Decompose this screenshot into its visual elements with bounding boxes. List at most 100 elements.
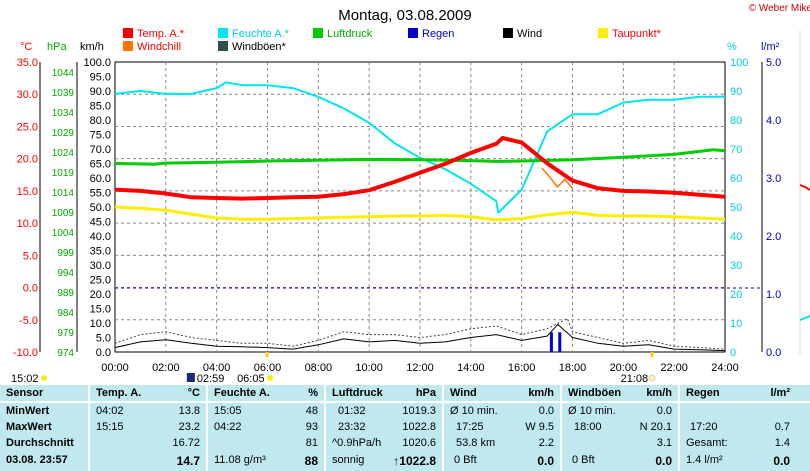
gust-beaufort: 0 Bft bbox=[572, 454, 595, 466]
pressure-avg-value: 1020.6 bbox=[402, 437, 436, 449]
legend-label: Taupunkt* bbox=[612, 28, 662, 40]
header-pressure: Luftdruck bbox=[332, 387, 383, 399]
wind-tick-label: 70.0 bbox=[90, 144, 111, 156]
legend-label: Regen bbox=[422, 28, 454, 40]
legend-label: Temp. A.* bbox=[137, 28, 185, 40]
pressure-forecast: sonnig bbox=[332, 454, 365, 466]
humidity-max-value: 93 bbox=[305, 421, 318, 433]
pressure-min-value: 1019.3 bbox=[402, 405, 436, 417]
table-column-divider bbox=[206, 385, 208, 471]
pressure-tick-label: 1024 bbox=[52, 148, 75, 159]
gust-avg-value-2: 3.1 bbox=[656, 437, 672, 449]
temp-tick-label: 30.0 bbox=[17, 89, 38, 101]
wind-tick-label: 45.0 bbox=[90, 217, 111, 229]
legend-label: Feuchte A.* bbox=[232, 28, 290, 40]
humidity-tick-label: 50 bbox=[730, 202, 742, 214]
humidity-avg-value: 81 bbox=[305, 437, 318, 449]
row-label-min: MinWert bbox=[6, 405, 50, 417]
humidity-min-time: 15:05 bbox=[214, 405, 242, 417]
header-sensor: Sensor bbox=[6, 387, 44, 399]
rain-current-value: 0.0 bbox=[773, 454, 790, 468]
temp-max-time: 15:15 bbox=[96, 421, 124, 433]
temperature-line bbox=[114, 136, 726, 201]
pressure-tick-label: 1014 bbox=[52, 188, 75, 199]
pressure-tick-label: 1039 bbox=[52, 88, 75, 99]
rain-tick-label: 3.0 bbox=[766, 173, 781, 185]
wind-tick-label: 100.0 bbox=[83, 57, 111, 69]
x-tick-label: 00:00 bbox=[101, 362, 129, 374]
wind-tick-label: 5.0 bbox=[96, 333, 111, 345]
temp-current-value: 14.7 bbox=[176, 454, 200, 468]
row-label-max: MaxWert bbox=[6, 421, 52, 433]
humidity-tick-label: 60 bbox=[730, 173, 742, 185]
rain-tick-label: 5.0 bbox=[766, 57, 781, 69]
dewpoint-line bbox=[114, 205, 726, 222]
wind-tick-label: 60.0 bbox=[90, 173, 111, 185]
legend-swatch bbox=[598, 28, 608, 38]
header-temp-unit: °C bbox=[187, 387, 200, 399]
humidity-tick-label: 70 bbox=[730, 144, 742, 156]
rain-max-time: 17:20 bbox=[690, 421, 718, 433]
gust-max-time: 18:00 bbox=[574, 421, 602, 433]
header-pressure-unit: hPa bbox=[415, 387, 436, 399]
wind-line bbox=[114, 323, 726, 352]
moonphase-icon bbox=[186, 373, 195, 382]
header-humidity-unit: % bbox=[308, 387, 318, 399]
gust-line bbox=[114, 318, 726, 350]
wind-tick-label: 10.0 bbox=[90, 318, 111, 330]
statistics-table: Sensor Temp. A. °C Feuchte A. % Luftdruc… bbox=[0, 385, 810, 471]
humidity-tick-label: 90 bbox=[730, 86, 742, 98]
x-tick-label: 14:00 bbox=[457, 362, 485, 374]
gust-current-value: 0.0 bbox=[655, 454, 672, 468]
pressure-tick-label: 1009 bbox=[52, 208, 75, 219]
pressure-tick-label: 984 bbox=[57, 308, 74, 319]
humidity-tick-label: 30 bbox=[730, 260, 742, 272]
pressure-tick-label: 1044 bbox=[52, 68, 75, 79]
wind-tick-label: 95.0 bbox=[90, 72, 111, 84]
temp-tick-label: 0.0 bbox=[23, 283, 38, 295]
wind-tick-label: 85.0 bbox=[90, 101, 111, 113]
sun-moon-row: 15:02 02:59 06:05 21:08 bbox=[11, 352, 656, 385]
wind-distance: 53.8 km bbox=[456, 437, 496, 449]
x-tick-label: 04:00 bbox=[203, 362, 231, 374]
temp-tick-label: 25.0 bbox=[17, 121, 38, 133]
rain-rate: 1.4 l/m² bbox=[686, 454, 723, 466]
moon-icon bbox=[41, 375, 47, 381]
rain-bar bbox=[558, 332, 562, 352]
temp-avg-value: 16.72 bbox=[172, 437, 200, 449]
humidity-min-value: 48 bbox=[305, 405, 318, 417]
header-gust: Windböen bbox=[568, 387, 622, 399]
sunset-icon bbox=[648, 374, 656, 382]
wind-tick-label: 80.0 bbox=[90, 115, 111, 127]
humidity-max-time: 04:22 bbox=[214, 421, 242, 433]
wind-tick-label: 35.0 bbox=[90, 246, 111, 258]
temp-tick-label: 20.0 bbox=[17, 154, 38, 166]
rain-tick-label: 2.0 bbox=[766, 231, 781, 243]
pressure-trend: ^0.9hPa/h bbox=[332, 437, 382, 449]
wind-tick-label: 25.0 bbox=[90, 275, 111, 287]
pressure-tick-label: 1004 bbox=[52, 228, 75, 239]
pressure-line bbox=[114, 148, 726, 166]
header-temp: Temp. A. bbox=[96, 387, 142, 399]
windchill-line bbox=[541, 167, 574, 189]
humidity-absolute: 11.08 g/m³ bbox=[214, 454, 266, 466]
legend: Temp. A.* Feuchte A.* Luftdruck Regen Wind Ta… bbox=[123, 28, 662, 53]
humidity-tick-label: 10 bbox=[730, 318, 742, 330]
wind-tick-label: 0.0 bbox=[96, 347, 111, 359]
wind-axis-unit: km/h bbox=[80, 41, 104, 53]
humidity-tick-label: 40 bbox=[730, 231, 742, 243]
table-column-divider bbox=[442, 385, 444, 471]
rain-tick-label: 0.0 bbox=[766, 347, 781, 359]
table-column-divider bbox=[88, 385, 90, 471]
wind-current-value: 0.0 bbox=[537, 454, 554, 468]
moonphase-time: 02:59 bbox=[197, 373, 225, 385]
data-series bbox=[114, 81, 726, 352]
header-wind: Wind bbox=[450, 387, 477, 399]
temp-tick-label: 35.0 bbox=[17, 57, 38, 69]
humidity-tick-label: 0 bbox=[730, 347, 736, 359]
sunset-time: 21:08 bbox=[621, 373, 649, 385]
header-gust-unit: km/h bbox=[646, 387, 672, 399]
humidity-line bbox=[114, 81, 725, 214]
pressure-axis-unit: hPa bbox=[47, 41, 67, 53]
row-label-current: 03.08. 23:57 bbox=[6, 454, 68, 466]
